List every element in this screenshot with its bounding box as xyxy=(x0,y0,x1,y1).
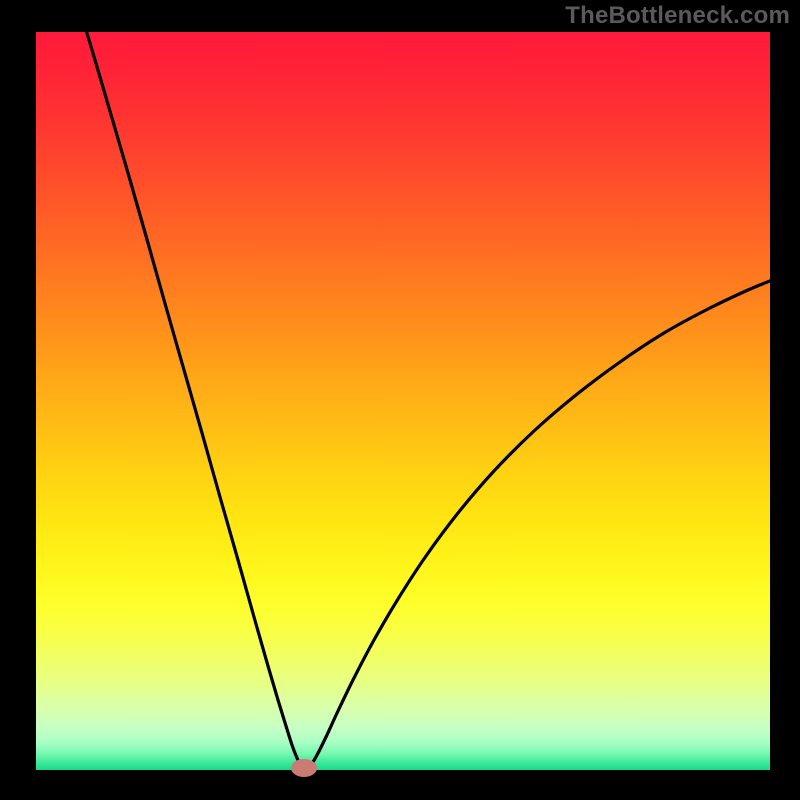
watermark-text: TheBottleneck.com xyxy=(565,2,790,30)
plot-area xyxy=(36,32,770,770)
chart-frame: TheBottleneck.com xyxy=(0,0,800,800)
optimum-marker xyxy=(291,759,317,777)
bottleneck-curve xyxy=(36,32,770,770)
